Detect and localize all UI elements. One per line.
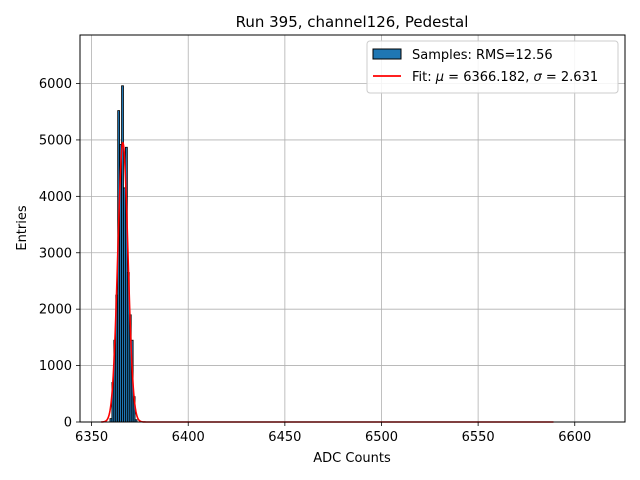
chart-title: Run 395, channel126, Pedestal bbox=[236, 13, 469, 31]
x-axis-label: ADC Counts bbox=[313, 451, 391, 466]
y-tick-label: 1000 bbox=[39, 359, 72, 374]
x-tick-label: 6400 bbox=[172, 430, 205, 445]
y-tick-label: 0 bbox=[64, 416, 72, 431]
fit-curve bbox=[101, 141, 554, 423]
legend-box bbox=[366, 40, 619, 94]
y-tick-label: 3000 bbox=[39, 246, 72, 261]
y-tick-label: 4000 bbox=[39, 190, 72, 205]
x-tick-label: 6450 bbox=[268, 430, 301, 445]
x-axis-ticks: 6350 6400 6450 6500 6550 6600 bbox=[75, 422, 591, 445]
legend-fit-label: Fit: μ = 6366.182, σ = 2.631 bbox=[412, 70, 598, 85]
plot-frame bbox=[79, 34, 626, 423]
legend-histogram-swatch bbox=[372, 48, 402, 60]
x-tick-label: 6600 bbox=[558, 430, 591, 445]
y-axis-label: Entries bbox=[15, 205, 30, 251]
y-tick-label: 2000 bbox=[39, 303, 72, 318]
x-tick-label: 6350 bbox=[75, 430, 108, 445]
y-axis-ticks: 0 1000 2000 3000 4000 5000 6000 bbox=[39, 77, 80, 431]
legend: Samples: RMS=12.56 Fit: μ = 6366.182, σ … bbox=[366, 40, 619, 94]
y-tick-label: 6000 bbox=[39, 77, 72, 92]
legend-histogram-label: Samples: RMS=12.56 bbox=[412, 48, 553, 63]
x-tick-label: 6550 bbox=[462, 430, 495, 445]
x-tick-label: 6500 bbox=[365, 430, 398, 445]
y-tick-label: 5000 bbox=[39, 133, 72, 148]
